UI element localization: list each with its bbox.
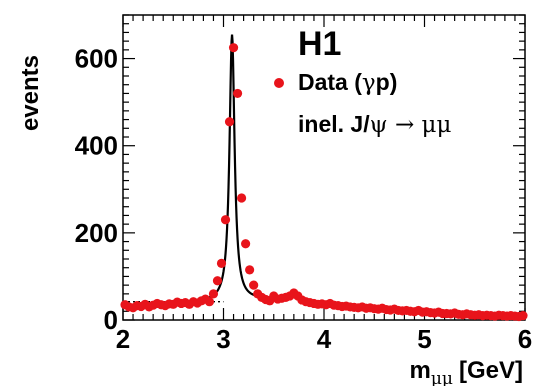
x-axis-sub: μμ xyxy=(431,369,453,386)
x-tick-label: 3 xyxy=(216,324,230,354)
y-tick-label: 600 xyxy=(75,44,118,74)
tick-labels: 2 3 4 5 6 0 200 400 600 xyxy=(75,44,533,354)
data-point xyxy=(241,239,251,249)
x-axis-title: mμμ [GeV] xyxy=(410,357,523,386)
y-axis-title: events xyxy=(17,55,44,131)
data-point xyxy=(245,265,255,275)
axis-ticks xyxy=(122,14,526,321)
data-point xyxy=(518,311,528,321)
x-tick-label: 2 xyxy=(116,324,130,354)
data-point xyxy=(216,258,227,268)
legend-data-label: Data (γp) xyxy=(298,69,397,96)
x-tick-label: 4 xyxy=(317,324,332,354)
x-tick-label: 5 xyxy=(417,324,431,354)
data-point xyxy=(228,43,239,53)
x-axis-main: m xyxy=(410,357,431,384)
data-point xyxy=(232,88,243,99)
y-tick-label: 400 xyxy=(75,131,118,161)
y-tick-label: 200 xyxy=(75,218,118,248)
y-tick-label: 0 xyxy=(104,305,118,335)
x-axis-unit: [GeV] xyxy=(459,357,523,384)
data-point xyxy=(212,276,223,286)
x-tick-label: 6 xyxy=(518,324,532,354)
data-point xyxy=(204,297,215,307)
data-point xyxy=(224,117,235,127)
data-point xyxy=(220,215,231,225)
legend-process-label: inel. J/ψ → μμ xyxy=(298,111,451,138)
data-points xyxy=(120,43,528,322)
data-point xyxy=(249,280,259,290)
data-point xyxy=(236,193,247,203)
experiment-label: H1 xyxy=(298,25,341,63)
data-point xyxy=(208,289,219,299)
legend-data-marker xyxy=(274,78,284,88)
